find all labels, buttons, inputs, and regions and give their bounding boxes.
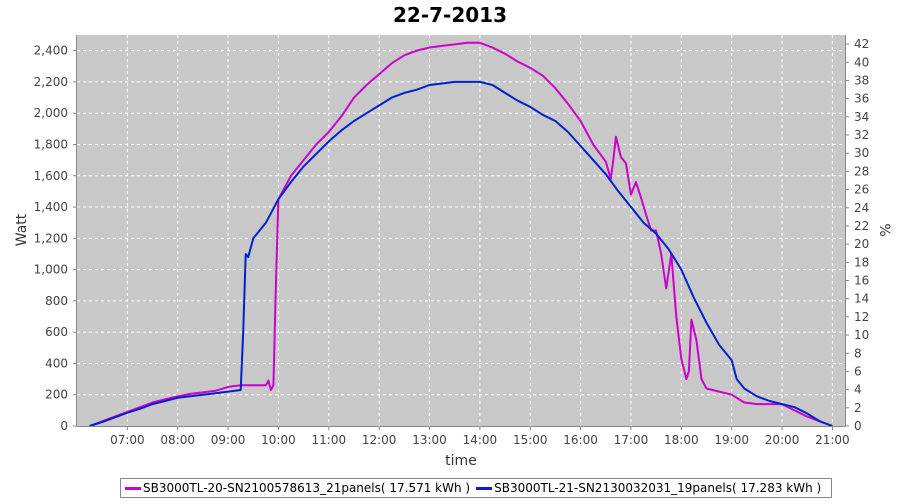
y2-tick-label: 16 xyxy=(854,274,869,288)
y2-tick-label: 36 xyxy=(854,92,869,106)
x-tick-label: 16:00 xyxy=(563,433,598,447)
legend-item-series-1: SB3000TL-20-SN2100578613_21panels( 17.57… xyxy=(125,481,470,495)
y2-tick-label: 8 xyxy=(854,346,862,360)
y2-tick-label: 4 xyxy=(854,383,862,397)
x-tick-label: 21:00 xyxy=(815,433,850,447)
y2-tick-label: 40 xyxy=(854,55,869,69)
y2-tick-label: 28 xyxy=(854,164,869,178)
y-tick-label: 400 xyxy=(45,356,68,370)
y2-tick-label: 26 xyxy=(854,183,869,197)
y2-tick-label: 12 xyxy=(854,310,869,324)
axes: 02004006008001,0001,2001,4001,6001,8002,… xyxy=(34,35,869,447)
y2-tick-label: 14 xyxy=(854,292,869,306)
y2-tick-label: 0 xyxy=(854,419,862,433)
x-tick-label: 09:00 xyxy=(211,433,246,447)
y2-tick-label: 22 xyxy=(854,219,869,233)
x-tick-label: 18:00 xyxy=(664,433,699,447)
x-tick-label: 12:00 xyxy=(362,433,397,447)
y2-tick-label: 32 xyxy=(854,128,869,142)
y-tick-label: 600 xyxy=(45,325,68,339)
y2-tick-label: 42 xyxy=(854,37,869,51)
y2-tick-label: 10 xyxy=(854,328,869,342)
legend-label-series-1: SB3000TL-20-SN2100578613_21panels( 17.57… xyxy=(143,481,471,495)
y-tick-label: 1,600 xyxy=(34,169,68,183)
x-tick-label: 13:00 xyxy=(412,433,447,447)
x-tick-label: 08:00 xyxy=(160,433,195,447)
y2-tick-label: 18 xyxy=(854,255,869,269)
y-tick-label: 2,200 xyxy=(34,75,68,89)
y-tick-label: 1,800 xyxy=(34,137,68,151)
y2-tick-label: 34 xyxy=(854,110,869,124)
y2-tick-label: 20 xyxy=(854,237,869,251)
y2-tick-label: 24 xyxy=(854,201,869,215)
x-tick-label: 10:00 xyxy=(261,433,296,447)
series-line-1 xyxy=(89,41,833,427)
x-tick-label: 20:00 xyxy=(765,433,800,447)
y-tick-label: 1,200 xyxy=(34,231,68,245)
y2-tick-label: 38 xyxy=(854,73,869,87)
y-tick-label: 200 xyxy=(45,388,68,402)
x-tick-label: 14:00 xyxy=(463,433,498,447)
x-tick-label: 19:00 xyxy=(714,433,749,447)
y-axis-label: Watt xyxy=(14,213,30,246)
x-tick-label: 17:00 xyxy=(614,433,649,447)
y2-tick-label: 2 xyxy=(854,401,862,415)
x-tick-label: 07:00 xyxy=(110,433,145,447)
legend: SB3000TL-20-SN2100578613_21panels( 17.57… xyxy=(120,478,833,498)
y2-axis-label: % xyxy=(876,223,892,236)
y2-tick-label: 6 xyxy=(854,364,862,378)
series-lines xyxy=(89,41,833,427)
y-tick-label: 1,400 xyxy=(34,200,68,214)
y-tick-label: 2,000 xyxy=(34,106,68,120)
y-tick-label: 800 xyxy=(45,294,68,308)
y2-tick-label: 30 xyxy=(854,146,869,160)
legend-label-series-2: SB3000TL-21-SN2130032031_19panels( 17.28… xyxy=(494,481,822,495)
x-tick-label: 15:00 xyxy=(513,433,548,447)
grid-lines xyxy=(77,35,845,426)
legend-swatch-series-1 xyxy=(125,486,141,490)
y-tick-label: 2,400 xyxy=(34,44,68,58)
legend-item-series-2: SB3000TL-21-SN2130032031_19panels( 17.28… xyxy=(476,481,821,495)
y-tick-label: 1,000 xyxy=(34,263,68,277)
x-tick-label: 11:00 xyxy=(312,433,347,447)
series-line-2 xyxy=(89,80,833,427)
chart-title: 22-7-2013 xyxy=(393,3,507,27)
x-axis-label: time xyxy=(445,453,477,469)
y-tick-label: 0 xyxy=(60,419,68,433)
plot-area xyxy=(77,35,845,426)
legend-swatch-series-2 xyxy=(476,486,493,490)
